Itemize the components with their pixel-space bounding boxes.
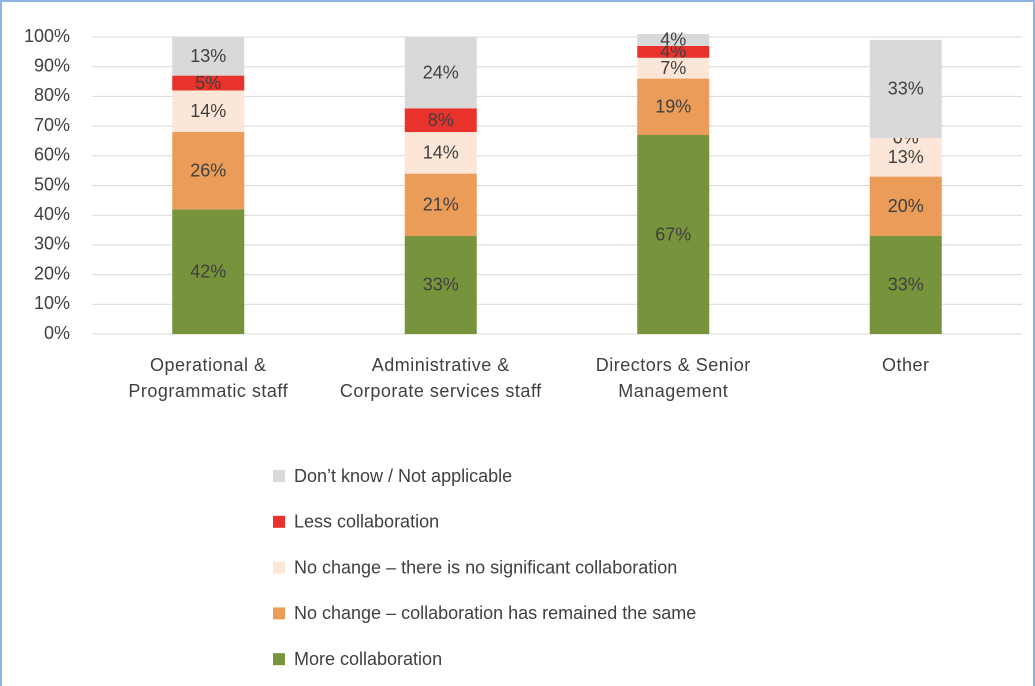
- bar-segment: [869, 39, 942, 138]
- data-label: 5%: [195, 73, 221, 93]
- data-label: 42%: [190, 261, 226, 281]
- y-tick-label: 80%: [34, 85, 70, 105]
- bar-segment: [172, 90, 245, 133]
- x-tick-label: Other: [881, 355, 930, 375]
- bar-segment: [172, 75, 245, 91]
- y-tick-label: 0%: [44, 323, 70, 343]
- legend-swatch: [273, 607, 285, 620]
- data-label: 14%: [190, 101, 226, 121]
- bar-segment: [172, 132, 245, 210]
- bar-segment: [637, 135, 710, 334]
- legend-label: Less collaboration: [294, 512, 439, 532]
- y-tick-label: 10%: [34, 293, 70, 313]
- y-tick-label: 40%: [34, 204, 70, 224]
- legend-swatch: [273, 515, 285, 528]
- data-label: 33%: [888, 79, 924, 99]
- y-tick-label: 50%: [34, 174, 70, 194]
- legend-swatch: [273, 470, 285, 482]
- legend-label: No change – there is no significant coll…: [294, 557, 677, 577]
- data-label: 67%: [655, 224, 691, 244]
- bar-segment: [637, 78, 710, 136]
- legend-label: More collaboration: [294, 649, 442, 669]
- bar-segment: [869, 137, 942, 177]
- bar-segment: [404, 173, 477, 236]
- bar-segment: [637, 57, 710, 79]
- y-tick-label: 100%: [24, 26, 70, 46]
- data-label: 33%: [423, 275, 459, 295]
- legend-label: No change – collaboration has remained t…: [294, 603, 696, 623]
- bar-segment: [404, 108, 477, 133]
- data-label: 4%: [660, 42, 686, 62]
- bar-segment: [869, 176, 942, 236]
- bar-segment: [637, 45, 710, 58]
- bar-segment: [637, 34, 710, 46]
- legend-swatch: [273, 653, 285, 666]
- y-tick-label: 90%: [34, 55, 70, 75]
- bar-segment: [404, 37, 477, 109]
- data-label: 33%: [888, 275, 924, 295]
- y-tick-label: 60%: [34, 145, 70, 165]
- data-label: 7%: [660, 58, 686, 78]
- bar-segment: [869, 235, 942, 334]
- legend-swatch: [273, 561, 285, 574]
- bar-segment: [404, 132, 477, 174]
- legend-label: Don’t know / Not applicable: [294, 466, 512, 486]
- x-tick-label: Directors & Senior Management: [595, 355, 751, 401]
- bar-segment: [404, 235, 477, 334]
- data-label: 8%: [428, 110, 454, 130]
- y-tick-label: 70%: [34, 115, 70, 135]
- data-label: 4%: [660, 30, 686, 50]
- data-label: 13%: [190, 46, 226, 66]
- data-label: 24%: [423, 62, 459, 82]
- data-label: 19%: [655, 97, 691, 117]
- data-label: 14%: [423, 143, 459, 163]
- data-label: 20%: [888, 196, 924, 216]
- data-label: 21%: [423, 195, 459, 215]
- x-tick-label: Administrative & Corporate services staf…: [339, 355, 542, 401]
- x-tick-label: Operational & Programmatic staff: [128, 355, 289, 401]
- y-tick-label: 20%: [34, 263, 70, 283]
- data-label: 13%: [888, 147, 924, 167]
- data-label: 26%: [190, 160, 226, 180]
- bar-segment: [172, 209, 245, 334]
- y-tick-label: 30%: [34, 234, 70, 254]
- bar-segment: [172, 37, 245, 76]
